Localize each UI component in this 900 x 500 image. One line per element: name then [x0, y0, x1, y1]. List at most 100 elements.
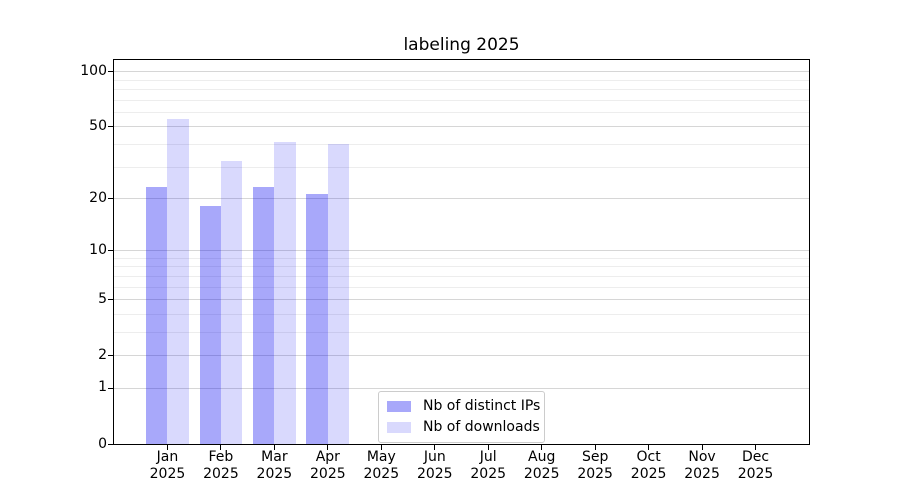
gridline-minor: [114, 88, 809, 90]
x-tick-mark: [380, 445, 382, 450]
plot-area: [113, 59, 810, 445]
y-tick-mark: [108, 250, 113, 252]
x-tick-month-label: Aug: [528, 449, 556, 465]
gridline-minor: [114, 166, 809, 168]
x-tick-month-label: Sep: [581, 449, 609, 465]
y-tick-mark: [108, 198, 113, 199]
y-tick-mark: [108, 387, 113, 389]
gridline-major: [114, 387, 809, 389]
x-tick-label: Mar 2025: [246, 449, 302, 482]
x-tick-mark: [273, 445, 275, 450]
bar-downloads: [274, 142, 296, 444]
gridline-major: [114, 250, 809, 252]
x-tick-year-label: 2025: [737, 465, 774, 482]
chart-title: labeling 2025: [403, 35, 520, 55]
x-tick-year-label: 2025: [149, 465, 186, 482]
x-tick-label: Apr 2025: [300, 449, 356, 482]
gridline-minor: [114, 313, 809, 315]
y-tick-mark: [108, 355, 113, 357]
x-tick-mark: [166, 445, 168, 450]
x-tick-month-label: Mar: [261, 449, 288, 465]
x-tick-year-label: 2025: [363, 465, 400, 482]
gridline-minor: [114, 286, 809, 288]
legend-label-downloads: Nb of downloads: [423, 419, 540, 435]
y-tick-label: 5: [98, 290, 107, 307]
gridline-major: [114, 198, 809, 199]
gridline-major: [114, 299, 809, 301]
x-tick-year-label: 2025: [684, 465, 720, 482]
x-tick-label: Jul 2025: [460, 449, 516, 482]
legend-item-downloads: Nb of downloads: [387, 419, 540, 435]
x-tick-label: Jun 2025: [407, 449, 463, 482]
gridline-minor: [114, 111, 809, 113]
legend-swatch-downloads: [387, 421, 411, 433]
gridline-minor: [114, 99, 809, 101]
gridline-minor: [114, 331, 809, 333]
y-tick-mark: [108, 444, 113, 445]
y-tick-label: 1: [98, 379, 107, 396]
x-tick-year-label: 2025: [470, 465, 507, 482]
gridline-major: [114, 71, 809, 73]
x-tick-mark: [755, 445, 757, 450]
gridline-minor: [114, 266, 809, 268]
legend-label-distinct-ips: Nb of distinct IPs: [423, 398, 541, 414]
legend-swatch-distinct-ips: [387, 400, 411, 412]
gridline-major: [114, 126, 809, 128]
x-tick-mark: [701, 445, 703, 450]
x-tick-mark: [541, 445, 543, 450]
x-tick-month-label: Apr: [315, 449, 340, 465]
x-tick-mark: [487, 445, 489, 450]
bar-distinct-ips: [146, 187, 168, 444]
bar-downloads: [167, 118, 189, 444]
x-tick-label: Nov 2025: [674, 449, 730, 482]
y-tick-label: 100: [80, 62, 107, 79]
gridline-major: [114, 355, 809, 357]
x-tick-month-label: Dec: [741, 449, 770, 465]
x-tick-mark: [220, 445, 222, 450]
x-tick-year-label: 2025: [577, 465, 613, 482]
x-tick-month-label: Nov: [688, 449, 716, 465]
x-tick-mark: [594, 445, 596, 450]
x-tick-mark: [434, 445, 436, 450]
legend: Nb of distinct IPs Nb of downloads: [378, 391, 545, 443]
x-tick-label: Aug 2025: [514, 449, 570, 482]
x-tick-label: Sep 2025: [567, 449, 623, 482]
gridline-minor: [114, 79, 809, 81]
bar-distinct-ips: [252, 187, 275, 444]
x-tick-mark: [327, 445, 329, 450]
x-tick-label: Oct 2025: [621, 449, 677, 482]
y-tick-label: 20: [89, 189, 107, 206]
x-tick-month-label: Oct: [636, 449, 661, 465]
x-tick-label: May 2025: [353, 449, 409, 482]
x-tick-month-label: Feb: [208, 449, 234, 465]
x-tick-year-label: 2025: [203, 465, 239, 482]
x-tick-month-label: Jan: [156, 449, 179, 465]
y-tick-mark: [108, 71, 113, 73]
x-tick-label: Feb 2025: [193, 449, 249, 482]
x-tick-month-label: Jun: [423, 449, 446, 465]
y-tick-mark: [108, 126, 113, 128]
y-tick-label: 10: [89, 241, 107, 258]
x-tick-year-label: 2025: [523, 465, 560, 482]
x-tick-year-label: 2025: [256, 465, 293, 482]
x-tick-year-label: 2025: [310, 465, 346, 482]
y-tick-label: 0: [98, 435, 107, 452]
legend-item-distinct-ips: Nb of distinct IPs: [387, 398, 540, 414]
bar-distinct-ips: [199, 206, 221, 444]
x-tick-month-label: May: [366, 449, 396, 465]
gridline-minor: [114, 275, 809, 277]
x-tick-year-label: 2025: [416, 465, 453, 482]
gridline-minor: [114, 257, 809, 259]
gridline-minor: [114, 143, 809, 145]
x-tick-label: Dec 2025: [728, 449, 784, 482]
bar-distinct-ips: [306, 194, 328, 444]
y-tick-mark: [108, 299, 113, 301]
y-tick-label: 50: [89, 117, 107, 134]
x-tick-year-label: 2025: [630, 465, 667, 482]
x-tick-mark: [648, 445, 650, 450]
x-tick-month-label: Jul: [479, 449, 497, 465]
bar-downloads: [220, 161, 243, 444]
bar-downloads: [327, 143, 350, 444]
y-tick-label: 2: [98, 346, 107, 363]
